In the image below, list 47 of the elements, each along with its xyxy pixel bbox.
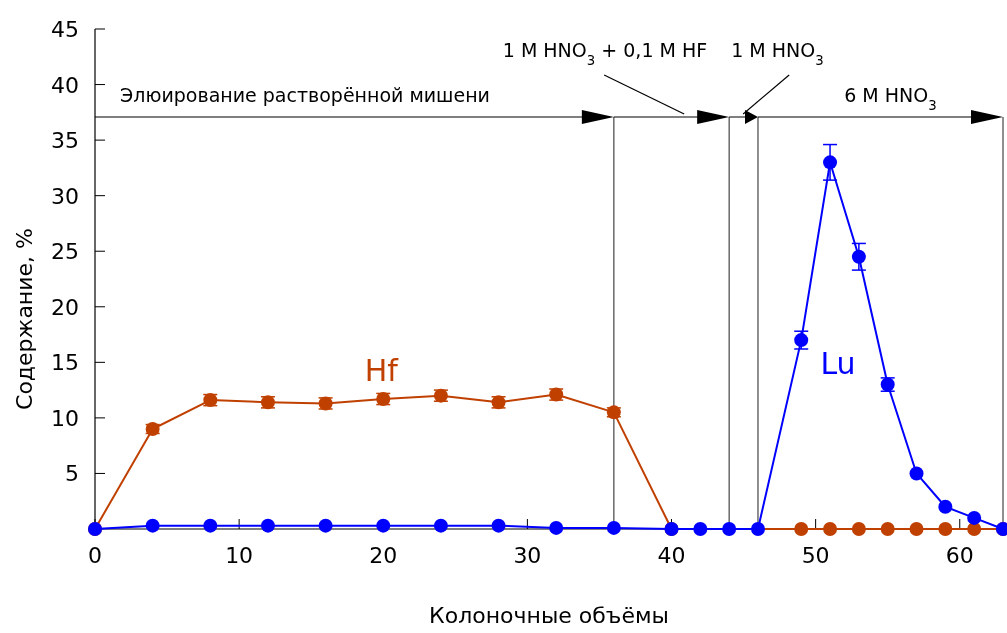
annotation: 1 M HNO$_{3}$ + 0,1 M HF bbox=[502, 39, 708, 68]
point bbox=[433, 518, 448, 533]
y-tick-label: 45 bbox=[51, 17, 79, 42]
y-tick-label: 40 bbox=[51, 72, 79, 98]
y-tick-label: 15 bbox=[51, 350, 79, 376]
point bbox=[750, 522, 765, 536]
y-tick-label: 10 bbox=[51, 405, 79, 431]
x-tick-label: 30 bbox=[513, 543, 542, 568]
y-tick-label: 20 bbox=[51, 294, 79, 320]
point bbox=[880, 522, 895, 536]
point bbox=[909, 522, 924, 536]
point bbox=[145, 518, 160, 533]
point bbox=[938, 499, 953, 514]
x-tick-label: 20 bbox=[369, 543, 398, 568]
point bbox=[376, 518, 391, 533]
point bbox=[823, 155, 838, 170]
point bbox=[203, 518, 218, 533]
point bbox=[909, 466, 924, 481]
x-tick-label: 50 bbox=[801, 543, 830, 568]
y-tick-label: 25 bbox=[51, 239, 79, 265]
y-tick-label: 35 bbox=[51, 128, 79, 154]
annotation: 1 M HNO$_{3}$ bbox=[731, 39, 824, 68]
x-tick-label: 60 bbox=[945, 543, 974, 568]
annotation: Элюирование растворённой мишени bbox=[120, 84, 490, 106]
series-label: Lu bbox=[820, 346, 856, 381]
x-tick-label: 10 bbox=[225, 543, 254, 568]
x-tick-label: 0 bbox=[88, 543, 102, 568]
series-label: Hf bbox=[364, 353, 400, 388]
point bbox=[794, 522, 809, 536]
point bbox=[693, 522, 708, 536]
point bbox=[318, 518, 333, 533]
point bbox=[967, 510, 982, 525]
point bbox=[722, 522, 737, 536]
y-axis-title: Содержание, % bbox=[12, 228, 37, 410]
point bbox=[260, 518, 275, 533]
x-axis-title: Колоночные объёмы bbox=[429, 603, 669, 628]
point bbox=[823, 522, 838, 536]
point bbox=[938, 522, 953, 536]
y-tick-label: 5 bbox=[65, 461, 79, 487]
point bbox=[491, 518, 506, 533]
annotation: 6 M HNO$_{3}$ bbox=[844, 84, 937, 113]
point bbox=[606, 520, 621, 535]
point bbox=[851, 249, 866, 264]
point bbox=[851, 522, 866, 536]
x-tick-label: 40 bbox=[657, 543, 686, 568]
y-tick-label: 30 bbox=[51, 183, 79, 209]
point bbox=[549, 520, 564, 535]
